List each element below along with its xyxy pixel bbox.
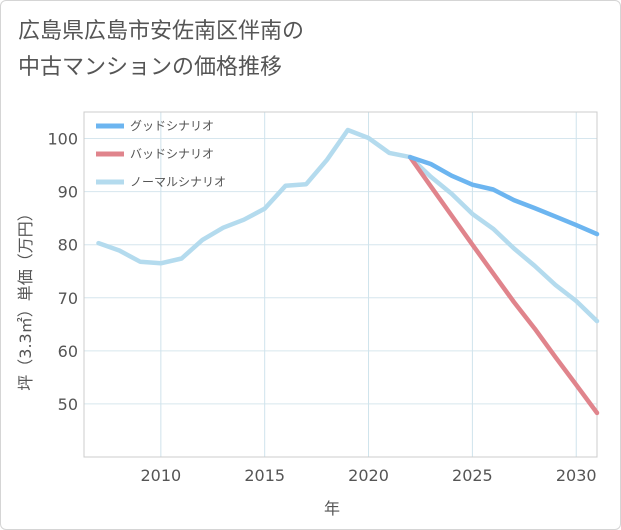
y-tick-label: 60: [58, 342, 78, 361]
grid-lines: [84, 112, 597, 457]
legend-label-0: グッドシナリオ: [130, 119, 214, 133]
y-tick-label: 50: [58, 395, 78, 414]
x-tick-label: 2025: [452, 466, 493, 485]
axes: [83, 111, 598, 458]
tick-labels: 50 60 70 80 90 100 2010 2015 2020 2025 2030: [47, 130, 596, 485]
chart-title-line-2: 中古マンションの価格推移: [18, 55, 283, 80]
x-tick-label: 2030: [556, 466, 597, 485]
chart-title: 広島県広島市安佐南区伴南の 中古マンションの価格推移: [18, 14, 304, 86]
plot-border: [83, 111, 598, 458]
legend-label-2: ノーマルシナリオ: [130, 175, 226, 189]
y-axis-title: 坪（3.3㎡）単価（万円）: [16, 205, 35, 390]
y-tick-label: 100: [47, 130, 78, 149]
x-tick-label: 2015: [244, 466, 285, 485]
y-tick-label: 70: [58, 289, 78, 308]
x-tick-label: 2020: [348, 466, 389, 485]
chart-title-line-1: 広島県広島市安佐南区伴南の: [18, 19, 305, 44]
y-tick-label: 90: [58, 183, 78, 202]
x-tick-label: 2010: [140, 466, 181, 485]
series-line-2: [96, 127, 600, 324]
series-line-1: [407, 154, 600, 416]
series-line-0: [407, 154, 600, 237]
x-axis-title: 年: [324, 499, 340, 518]
legend-label-1: バッドシナリオ: [130, 147, 214, 161]
y-tick-label: 80: [58, 236, 78, 255]
series-lines: [96, 127, 600, 416]
